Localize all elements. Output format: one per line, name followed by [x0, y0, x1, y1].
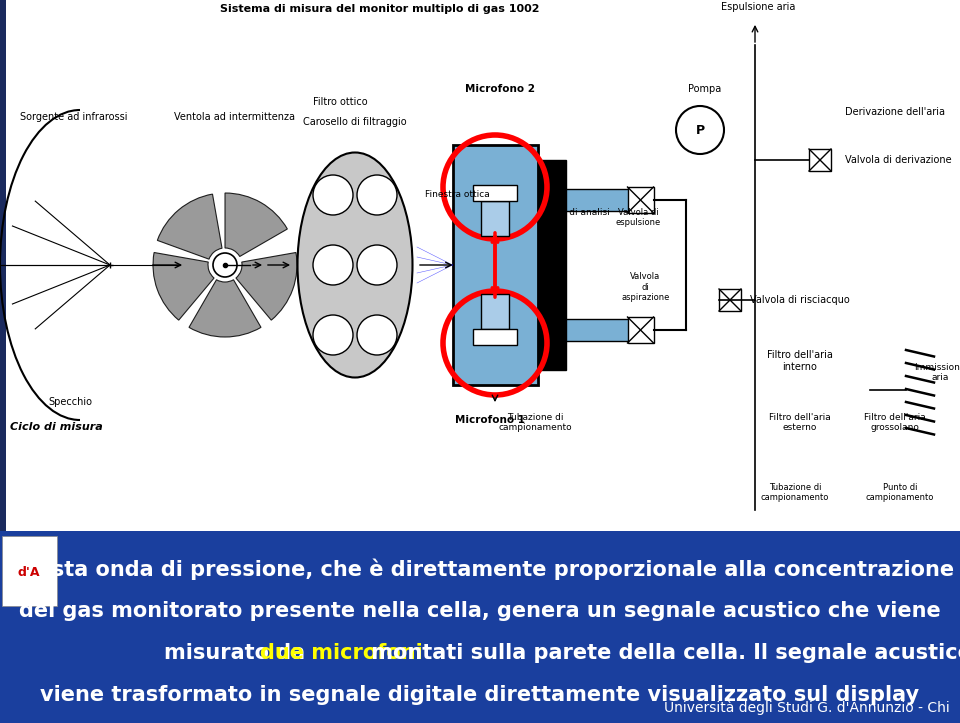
- Circle shape: [357, 245, 397, 285]
- Bar: [565, 319, 640, 341]
- Text: d'A: d'A: [17, 567, 40, 580]
- Text: Microfono 2: Microfono 2: [465, 84, 535, 94]
- Text: Università degli Studi G. d'Annunzio - Chi: Università degli Studi G. d'Annunzio - C…: [664, 701, 950, 715]
- Text: Specchio: Specchio: [48, 397, 92, 407]
- Text: Immissione
aria: Immissione aria: [914, 363, 960, 382]
- Circle shape: [357, 175, 397, 215]
- Text: Filtro dell'aria
grossolano: Filtro dell'aria grossolano: [864, 413, 925, 432]
- Text: Sistema di misura del monitor multiplo di gas 1002: Sistema di misura del monitor multiplo d…: [220, 4, 540, 14]
- Circle shape: [357, 315, 397, 355]
- Wedge shape: [189, 280, 261, 337]
- Bar: [473, 329, 517, 345]
- Bar: [719, 289, 741, 311]
- Text: Valvola di derivazione: Valvola di derivazione: [845, 155, 951, 165]
- Text: Punto di
campionamento: Punto di campionamento: [866, 482, 934, 502]
- Wedge shape: [236, 252, 297, 320]
- Text: misurato da: misurato da: [164, 643, 312, 663]
- Bar: [481, 294, 509, 329]
- Text: Pompa: Pompa: [688, 84, 722, 94]
- Bar: [481, 201, 509, 236]
- Text: Finestra ottica: Finestra ottica: [425, 190, 490, 199]
- Text: Derivazione dell'aria: Derivazione dell'aria: [845, 107, 945, 117]
- Bar: [2, 536, 57, 606]
- Wedge shape: [225, 193, 287, 257]
- Circle shape: [313, 175, 353, 215]
- Text: Tubazione di
campionamento: Tubazione di campionamento: [498, 413, 572, 432]
- Text: Ventola ad intermittenza: Ventola ad intermittenza: [175, 112, 296, 122]
- Bar: [473, 185, 517, 201]
- Bar: [452, 145, 538, 385]
- Text: del gas monitorato presente nella cella, genera un segnale acustico che viene: del gas monitorato presente nella cella,…: [19, 601, 941, 621]
- Wedge shape: [153, 252, 214, 320]
- Bar: [628, 317, 654, 343]
- Text: cella di analisi: cella di analisi: [545, 208, 610, 217]
- Text: viene trasformato in segnale digitale direttamente visualizzato sul display: viene trasformato in segnale digitale di…: [40, 685, 920, 705]
- Text: Sorgente ad infrarossi: Sorgente ad infrarossi: [20, 112, 128, 122]
- Bar: [538, 160, 565, 370]
- Text: due microfoni: due microfoni: [260, 643, 422, 663]
- Bar: [809, 149, 831, 171]
- Wedge shape: [157, 194, 222, 259]
- Text: Carosello di filtraggio: Carosello di filtraggio: [303, 117, 407, 127]
- Text: Valvola di
espulsione: Valvola di espulsione: [616, 208, 661, 227]
- Circle shape: [676, 106, 724, 154]
- Ellipse shape: [298, 153, 413, 377]
- Circle shape: [313, 315, 353, 355]
- Text: P: P: [695, 124, 705, 137]
- Bar: [0, 0, 960, 531]
- Bar: [565, 189, 640, 211]
- Text: Questa onda di pressione, che è direttamente proporzionale alla concentrazione: Questa onda di pressione, che è direttam…: [6, 558, 954, 580]
- Text: Valvola
di
aspirazione: Valvola di aspirazione: [621, 272, 670, 302]
- Circle shape: [313, 245, 353, 285]
- Text: Valvola di risciacquo: Valvola di risciacquo: [750, 295, 850, 305]
- Text: Microfono 1: Microfono 1: [455, 415, 525, 425]
- Text: Tubazione di
campionamento: Tubazione di campionamento: [761, 482, 829, 502]
- Text: Espulsione aria: Espulsione aria: [721, 2, 795, 12]
- Text: montati sulla parete della cella. Il segnale acustico: montati sulla parete della cella. Il seg…: [364, 643, 960, 663]
- Text: Ciclo di misura: Ciclo di misura: [10, 422, 103, 432]
- Bar: [0, 531, 960, 723]
- Text: Filtro dell'aria
esterno: Filtro dell'aria esterno: [769, 413, 830, 432]
- Bar: [0, 0, 6, 531]
- Circle shape: [213, 253, 237, 277]
- Text: Filtro ottico: Filtro ottico: [313, 97, 368, 107]
- Text: Filtro dell'aria
interno: Filtro dell'aria interno: [767, 351, 833, 372]
- Bar: [628, 187, 654, 213]
